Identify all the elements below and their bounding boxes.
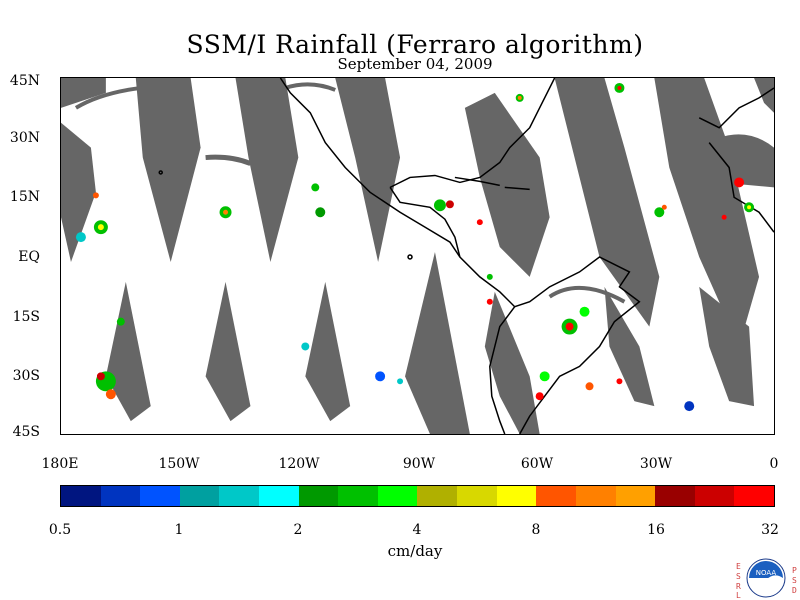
colorbar-segment-15 xyxy=(655,486,695,506)
colorbar-segment-3 xyxy=(179,486,220,506)
colorbar-segment-6 xyxy=(298,486,339,506)
colorbar-segment-2 xyxy=(140,486,180,506)
logo-letter-s2: S xyxy=(792,576,797,585)
colorbar-segment-17 xyxy=(734,486,774,506)
noaa-logo-text: NOAA xyxy=(756,569,777,577)
colorbar-segment-12 xyxy=(536,486,576,506)
lat-label-45n: 45N xyxy=(9,73,40,89)
lon-label-120w: 120W xyxy=(278,456,320,472)
logo-letter-s: S xyxy=(736,572,741,581)
logo-letter-p: P xyxy=(792,566,797,575)
logo-letter-l: L xyxy=(736,591,741,600)
colorbar-segment-14 xyxy=(615,486,656,506)
colorbar-label-8: 8 xyxy=(531,522,541,538)
lon-label-30w: 30W xyxy=(639,456,673,472)
colorbar-segment-11 xyxy=(496,486,537,506)
colorbar-label-0-5: 0.5 xyxy=(48,522,72,538)
colorbar-segment-0 xyxy=(61,486,101,506)
lat-label-45s: 45S xyxy=(12,424,40,440)
logo-letter-d: D xyxy=(792,586,797,595)
swath-gaps xyxy=(61,78,774,434)
lon-label-60w: 60W xyxy=(520,456,554,472)
colorbar-segment-10 xyxy=(457,486,497,506)
logo-letter-r: R xyxy=(736,582,741,591)
colorbar-segment-13 xyxy=(575,486,616,506)
esrl-psd-logo: E S R L NOAA P S D xyxy=(734,556,800,600)
noaa-logo-icon: NOAA xyxy=(746,558,786,598)
colorbar-segment-5 xyxy=(259,486,299,506)
lon-label-150w: 150W xyxy=(158,456,200,472)
rainfall-map xyxy=(60,77,775,435)
lat-label-15n: 15N xyxy=(9,189,40,205)
colorbar xyxy=(60,485,775,507)
map-date: September 04, 2009 xyxy=(337,55,493,73)
colorbar-label-1: 1 xyxy=(174,522,184,538)
colorbar-unit: cm/day xyxy=(387,542,443,560)
colorbar-label-4: 4 xyxy=(412,522,422,538)
colorbar-segment-9 xyxy=(417,486,458,506)
colorbar-segment-16 xyxy=(694,486,735,506)
coastlines xyxy=(158,78,774,434)
lat-label-15s: 15S xyxy=(12,309,40,325)
lat-label-30s: 30S xyxy=(12,368,40,384)
colorbar-label-2: 2 xyxy=(293,522,303,538)
lon-label-0: 0 xyxy=(769,456,779,472)
colorbar-segment-8 xyxy=(377,486,418,506)
colorbar-segment-4 xyxy=(219,486,260,506)
logo-letter-e: E xyxy=(736,562,741,571)
rain-patches xyxy=(75,82,755,412)
lon-label-90w: 90W xyxy=(402,456,436,472)
colorbar-label-32: 32 xyxy=(761,522,779,538)
colorbar-label-16: 16 xyxy=(647,522,665,538)
map-title: SSM/I Rainfall (Ferraro algorithm) xyxy=(186,30,644,59)
colorbar-segment-7 xyxy=(338,486,378,506)
lat-label-eq: EQ xyxy=(18,249,40,265)
lat-label-30n: 30N xyxy=(9,130,40,146)
colorbar-segment-1 xyxy=(100,486,141,506)
lon-label-180e: 180E xyxy=(41,456,79,472)
